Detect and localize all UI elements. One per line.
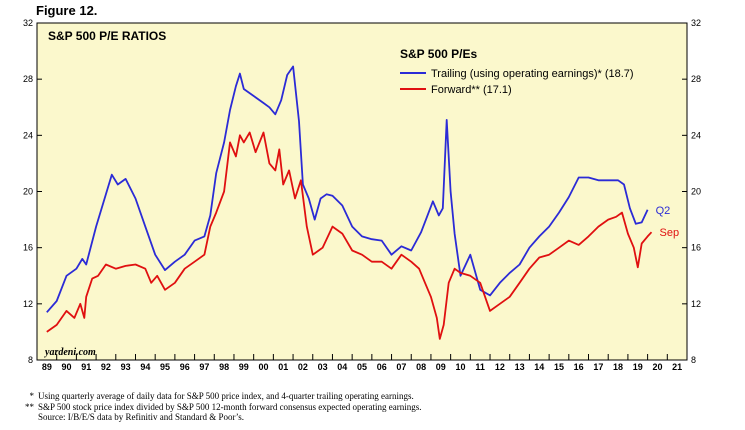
x-tick-label: 90 [62,362,72,372]
x-tick-label: 11 [475,362,485,372]
pe-ratio-chart: Q2 Sep 8 8 12 12 16 16 20 20 24 24 28 28 32 32 89 90 91 9… [23,18,701,372]
x-tick-label: 19 [633,362,643,372]
footnote-mark [22,412,38,423]
y-tick-label-right: 16 [691,243,701,253]
series-line-forward [46,131,653,340]
x-tick-label: 91 [81,362,91,372]
x-tick-label: 13 [515,362,525,372]
footnote-forward: ** S&P 500 stock price index divided by … [22,402,722,413]
x-tick-label: 00 [259,362,269,372]
footnotes: * Using quarterly average of daily data … [22,391,722,423]
x-tick-label: 98 [219,362,229,372]
x-tick-label: 18 [613,362,623,372]
series-line-trailing [46,65,649,313]
x-tick-label: 05 [357,362,367,372]
footnote-trailing: * Using quarterly average of daily data … [22,391,722,402]
y-tick-label-right: 24 [691,130,701,140]
figure-label: Figure 12. [36,3,98,18]
y-tick-label-right: 28 [691,74,701,84]
footnote-text: S&P 500 stock price index divided by S&P… [38,401,422,412]
x-tick-label: 10 [455,362,465,372]
x-tick-label: 12 [495,362,505,372]
footnote-mark: * [29,391,35,401]
x-tick-label: 21 [672,362,682,372]
y-tick-label-left: 8 [28,355,33,365]
x-tick-label: 07 [396,362,406,372]
x-tick-label: 93 [121,362,131,372]
x-tick-label: 03 [318,362,328,372]
plot-area [37,23,687,360]
y-tick-label-left: 32 [23,18,33,28]
legend-label-trailing: Trailing (using operating earnings)* (18… [431,68,634,80]
x-tick-label: 96 [180,362,190,372]
y-tick-label-right: 20 [691,187,701,197]
x-tick-label: 94 [140,362,150,372]
series-end-label-sep: Sep [660,227,680,239]
y-tick-label-right: 8 [691,355,696,365]
x-tick-label: 08 [416,362,426,372]
x-tick-label: 16 [574,362,584,372]
footnote-text: Using quarterly average of daily data fo… [38,391,414,401]
x-tick-label: 02 [298,362,308,372]
legend-label-forward: Forward** (17.1) [431,84,512,96]
y-tick-label-right: 12 [691,299,701,309]
x-tick-label: 89 [42,362,52,372]
x-tick-label: 14 [534,362,544,372]
x-tick-label: 04 [337,362,347,372]
chart-title: S&P 500 P/E RATIOS [48,29,166,43]
x-tick-label: 95 [160,362,170,372]
x-tick-label: 15 [554,362,564,372]
y-tick-label-left: 16 [23,243,33,253]
x-tick-label: 06 [377,362,387,372]
y-tick-label-left: 12 [23,299,33,309]
y-tick-label-right: 32 [691,18,701,28]
x-tick-label: 20 [652,362,662,372]
y-tick-label-left: 28 [23,74,33,84]
footnote-source: Source: I/B/E/S data by Refinitiv and St… [22,412,722,423]
x-tick-label: 99 [239,362,249,372]
watermark: yardeni.com [44,347,96,358]
x-tick-label: 97 [199,362,209,372]
y-tick-label-left: 20 [23,187,33,197]
footnote-mark: ** [25,401,34,412]
series-end-label-q2: Q2 [656,205,671,217]
footnote-text: Source: I/B/E/S data by Refinitiv and St… [38,412,245,422]
y-tick-label-left: 24 [23,130,33,140]
x-tick-label: 01 [278,362,288,372]
legend-title: S&P 500 P/Es [400,47,477,61]
plot-frame [36,22,688,361]
x-tick-label: 92 [101,362,111,372]
x-tick-label: 09 [436,362,446,372]
x-tick-label: 17 [593,362,603,372]
